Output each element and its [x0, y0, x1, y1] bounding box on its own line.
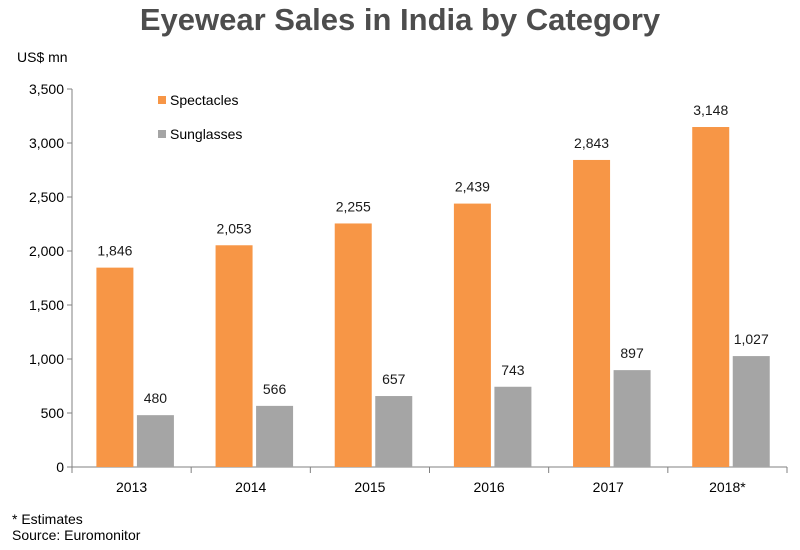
estimates-note: * Estimates	[12, 511, 83, 527]
legend-swatch-spectacles	[158, 96, 166, 104]
bar-sunglasses	[136, 415, 174, 467]
y-tick-label: 1,500	[29, 297, 64, 313]
y-tick-label: 500	[41, 405, 65, 421]
x-tick-label: 2017	[593, 479, 624, 495]
data-label-sunglasses: 480	[144, 390, 168, 406]
data-label-spectacles: 2,843	[574, 135, 609, 151]
chart-title: Eyewear Sales in India by Category	[139, 2, 661, 37]
legend-swatch-sunglasses	[158, 130, 166, 138]
data-label-sunglasses: 657	[382, 371, 406, 387]
bar-sunglasses	[256, 405, 294, 467]
data-label-sunglasses: 566	[263, 381, 287, 397]
data-label-spectacles: 2,053	[217, 220, 252, 236]
legend-label-sunglasses: Sunglasses	[170, 126, 242, 142]
bar-spectacles	[692, 127, 730, 468]
x-tick-label: 2014	[235, 479, 266, 495]
data-label-sunglasses: 897	[620, 345, 644, 361]
data-label-spectacles: 1,846	[97, 243, 132, 259]
y-tick-label: 3,500	[29, 81, 64, 97]
bar-sunglasses	[732, 356, 770, 467]
bar-spectacles	[215, 245, 253, 467]
x-tick-label: 2018*	[709, 479, 746, 495]
bar-spectacles	[334, 223, 372, 467]
x-tick-label: 2016	[474, 479, 505, 495]
y-axis-unit-label: US$ mn	[17, 49, 68, 65]
data-label-spectacles: 2,255	[336, 198, 371, 214]
x-tick-label: 2015	[354, 479, 385, 495]
bar-sunglasses	[375, 396, 413, 467]
bar-spectacles	[453, 203, 491, 467]
bar-sunglasses	[494, 386, 532, 467]
bar-spectacles	[96, 267, 134, 467]
y-tick-label: 3,000	[29, 135, 64, 151]
data-label-sunglasses: 1,027	[734, 331, 769, 347]
data-label-spectacles: 2,439	[455, 179, 490, 195]
bar-spectacles	[573, 159, 611, 467]
y-tick-label: 2,500	[29, 189, 64, 205]
data-label-spectacles: 3,148	[693, 102, 728, 118]
source-note: Source: Euromonitor	[12, 527, 141, 543]
data-label-sunglasses: 743	[501, 362, 525, 378]
x-tick-label: 2013	[116, 479, 147, 495]
y-tick-label: 2,000	[29, 243, 64, 259]
y-tick-label: 1,000	[29, 351, 64, 367]
y-tick-label: 0	[56, 459, 64, 475]
legend-label-spectacles: Spectacles	[170, 92, 238, 108]
bar-sunglasses	[613, 370, 651, 467]
footnote: * Estimates Source: Euromonitor	[12, 511, 140, 543]
